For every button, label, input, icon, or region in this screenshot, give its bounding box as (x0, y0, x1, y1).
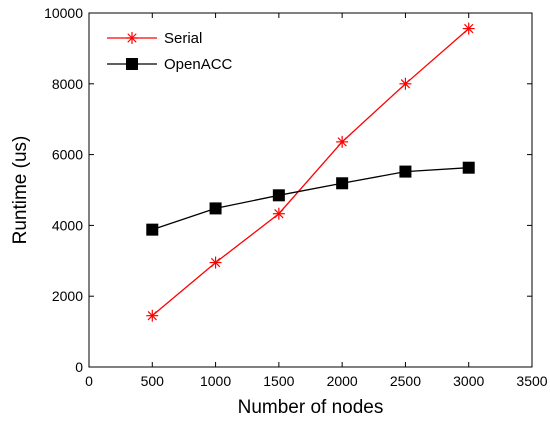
x-tick-label: 3000 (453, 373, 484, 389)
x-tick-label: 500 (141, 373, 165, 389)
data-point-openacc (399, 165, 412, 178)
legend-item-openacc: OpenACC (107, 56, 233, 73)
legend-item-serial: Serial (107, 30, 202, 47)
data-point-serial (399, 77, 412, 90)
y-tick-label: 4000 (52, 217, 83, 233)
data-point-openacc (336, 177, 349, 190)
x-tick-label: 3500 (516, 373, 547, 389)
y-tick-label: 8000 (52, 76, 83, 92)
plot-frame (88, 12, 533, 368)
x-tick-label: 2000 (327, 373, 358, 389)
data-point-serial (209, 256, 222, 269)
x-tick-label: 2500 (390, 373, 421, 389)
series-layer (146, 22, 475, 322)
series-line-openacc (152, 167, 469, 231)
x-tick-label: 1000 (200, 373, 231, 389)
legend: Serial OpenACC (107, 30, 233, 73)
x-axis-title: Number of nodes (238, 397, 384, 418)
data-point-openacc (272, 189, 285, 202)
data-point-serial (336, 135, 349, 148)
x-tick-label: 0 (85, 373, 93, 389)
data-point-serial (462, 22, 475, 35)
x-axis: 0 500 1000 1500 2000 2500 3000 3500 (85, 13, 548, 389)
data-point-openacc (462, 161, 475, 174)
data-point-serial (272, 207, 285, 220)
legend-marker (126, 32, 138, 44)
series-openacc (146, 161, 475, 236)
y-tick-label: 10000 (44, 5, 83, 21)
data-point-openacc (209, 202, 222, 215)
y-tick-label: 2000 (52, 288, 83, 304)
data-point-serial (146, 309, 159, 322)
legend-label: Serial (164, 30, 202, 47)
x-tick-label: 1500 (263, 373, 294, 389)
series-line-serial (151, 28, 470, 317)
y-tick-label: 6000 (52, 147, 83, 163)
legend-marker (126, 58, 138, 70)
y-axis-title: Runtime (us) (10, 136, 31, 245)
y-axis: 0 2000 4000 6000 8000 10000 (44, 5, 532, 375)
plot-area (88, 12, 533, 368)
data-point-openacc (146, 223, 159, 236)
legend-label: OpenACC (164, 56, 233, 73)
y-tick-label: 0 (75, 359, 83, 375)
series-serial (146, 22, 475, 322)
